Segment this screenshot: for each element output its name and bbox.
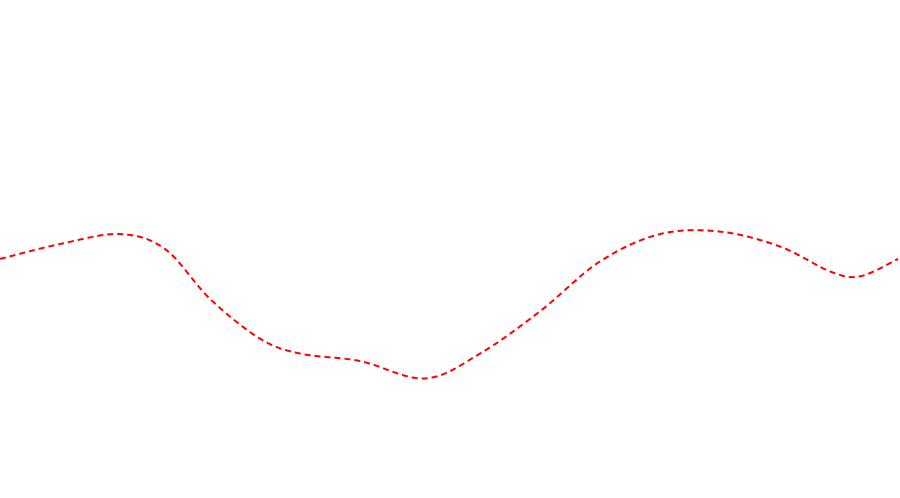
series-line-1 xyxy=(0,229,899,380)
plot-area xyxy=(0,229,899,380)
